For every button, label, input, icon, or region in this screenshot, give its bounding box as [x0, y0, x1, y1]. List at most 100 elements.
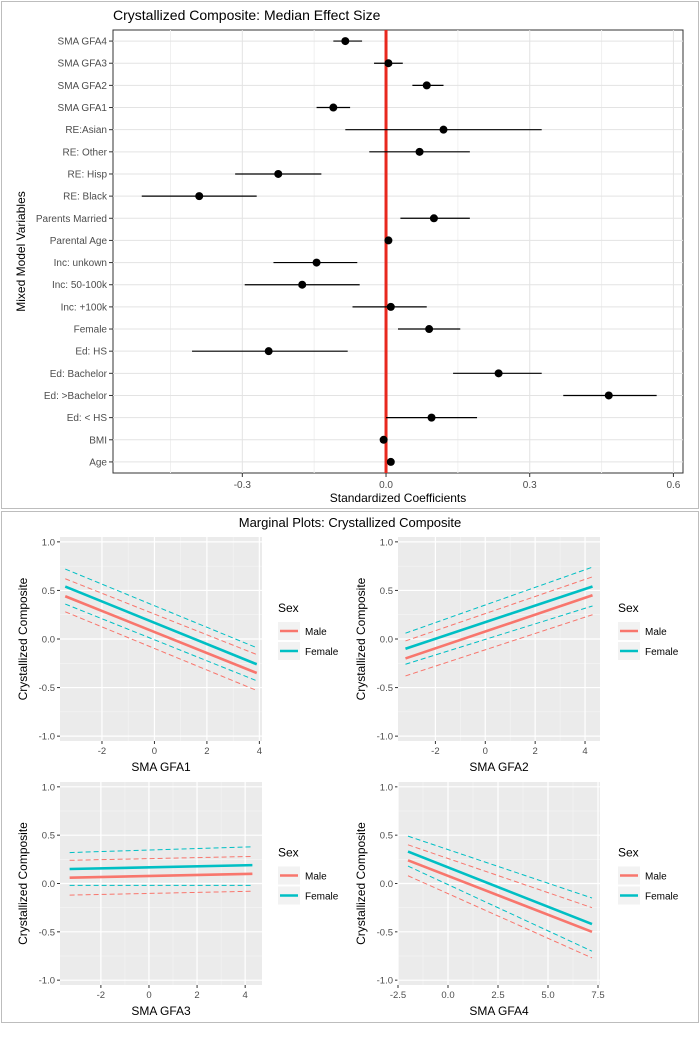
legend-title: Sex: [278, 846, 299, 860]
forest-panel-background: [112, 29, 684, 474]
forest-x-tick-label: 0.0: [379, 480, 393, 491]
forest-y-tick-label: SMA GFA3: [58, 59, 108, 70]
forest-point-estimate: [422, 81, 431, 90]
forest-y-tick-label: RE: Other: [63, 147, 108, 158]
marginal-ci-lower-line: [65, 603, 257, 682]
forest-point-estimate: [312, 258, 321, 267]
marginal-ci-upper-line: [405, 566, 593, 634]
marginal-y-axis-title: Crystallized Composite: [354, 822, 368, 945]
marginal-legend: Sex Male Female: [278, 846, 339, 905]
forest-point-estimate: [195, 192, 204, 201]
legend-title: Sex: [278, 601, 299, 615]
marginal-x-tick-label: 2: [533, 746, 538, 757]
marginal-y-tick-label: 0.0: [42, 635, 55, 646]
forest-y-tick-label: Ed: Bachelor: [50, 369, 108, 380]
forest-point-estimate: [329, 103, 338, 112]
forest-x-tick-label: 0.3: [523, 480, 537, 491]
forest-y-tick-label: Parental Age: [50, 236, 108, 247]
forest-point-estimate: [604, 391, 613, 400]
forest-y-axis-title: Mixed Model Variables: [14, 191, 28, 312]
marginal-ci-upper-line: [407, 835, 593, 899]
marginal-x-tick-label: 0: [146, 990, 151, 1001]
legend-label: Male: [305, 872, 327, 883]
marginal-y-tick-label: 1.0: [42, 782, 55, 793]
forest-point-estimate: [274, 169, 283, 178]
forest-y-tick-label: SMA GFA1: [58, 103, 108, 114]
marginal-ci-lower-line: [405, 614, 593, 677]
marginal-ci-upper-line: [65, 568, 257, 649]
marginal-x-tick-label: 4: [243, 990, 248, 1001]
marginal-x-tick-label: 0.0: [441, 990, 454, 1001]
legend-label: Male: [645, 627, 667, 638]
forest-y-tick-label: Inc: 50-100k: [52, 280, 108, 291]
marginal-plots-frame: [1, 511, 699, 1023]
marginal-legend: Sex Male Female: [618, 846, 679, 905]
forest-y-tick-label: Ed: HS: [75, 347, 107, 358]
forest-point-estimate: [494, 369, 503, 378]
marginal-panel-1: -1.0 -0.5 0.0 0.5 1.0 -2 0 2 4 SMA GFA1 Crystalliz…: [16, 537, 339, 774]
marginal-y-tick-label: -1.0: [377, 732, 393, 743]
marginal-x-axis-title: SMA GFA2: [469, 760, 529, 774]
forest-point-estimate: [439, 125, 448, 134]
marginal-y-tick-label: -0.5: [39, 683, 55, 694]
marginal-ci-upper-line: [65, 578, 257, 656]
marginal-x-tick-label: 2.5: [491, 990, 504, 1001]
marginal-y-tick-label: -1.0: [39, 732, 55, 743]
marginal-fit-line-female: [64, 585, 258, 666]
forest-y-tick-label: RE: Black: [63, 192, 108, 203]
marginal-y-axis-title: Crystallized Composite: [16, 577, 30, 700]
legend-label: Male: [645, 872, 667, 883]
marginal-ci-lower-line: [407, 865, 593, 952]
forest-point-estimate: [425, 325, 434, 334]
marginal-fit-line-male: [405, 594, 593, 660]
forest-plot-frame: [1, 1, 699, 509]
forest-plot: -0.3 0.0 0.3 0.6 SMA GFA4 SMA GFA3 SMA GFA2 SMA…: [14, 7, 684, 505]
forest-x-axis-title: Standardized Coefficients: [330, 491, 467, 505]
marginal-x-tick-label: 7.5: [591, 990, 604, 1001]
forest-point-estimate: [384, 236, 393, 245]
marginal-ci-upper-line: [407, 844, 593, 909]
marginal-y-tick-label: 0.0: [380, 879, 393, 890]
legend-label: Female: [305, 892, 339, 903]
marginal-x-axis-title: SMA GFA4: [469, 1004, 529, 1018]
marginal-x-tick-label: 2: [204, 746, 209, 757]
marginal-y-tick-label: 0.5: [380, 831, 393, 842]
marginal-ci-lower-line: [407, 875, 593, 959]
forest-y-tick-label: SMA GFA4: [58, 37, 108, 48]
marginal-y-tick-label: -1.0: [377, 976, 393, 987]
forest-point-estimate: [386, 302, 395, 311]
forest-y-tick-label: Parents Married: [36, 214, 107, 225]
marginal-fit-line-male: [407, 859, 593, 934]
marginal-y-tick-label: 0.5: [380, 586, 393, 597]
marginal-legend: Sex Male Female: [618, 601, 679, 660]
forest-point-estimate: [341, 37, 350, 46]
marginal-y-tick-label: 1.0: [380, 537, 393, 548]
forest-y-tick-label: RE:Asian: [65, 125, 107, 136]
forest-title: Crystallized Composite: Median Effect Si…: [113, 7, 381, 23]
marginal-ci-upper-line: [405, 576, 593, 642]
marginal-y-tick-label: 1.0: [42, 537, 55, 548]
marginal-y-tick-label: -0.5: [377, 927, 393, 938]
marginal-y-tick-label: 0.5: [42, 586, 55, 597]
forest-point-estimate: [427, 413, 436, 422]
marginal-ci-lower-line: [65, 611, 257, 691]
marginal-panel-2: -1.0 -0.5 0.0 0.5 1.0 -2 0 2 4 SMA GFA2 Crystalliz…: [354, 537, 679, 774]
marginal-y-tick-label: 0.5: [42, 831, 55, 842]
marginal-x-tick-label: 4: [582, 746, 587, 757]
forest-point-estimate: [264, 347, 273, 356]
forest-y-tick-label: Inc: +100k: [61, 302, 108, 313]
marginal-fit-line-male: [69, 872, 253, 879]
marginal-y-tick-label: -0.5: [377, 683, 393, 694]
marginal-panel-3: -1.0 -0.5 0.0 0.5 1.0 -2 0 2 4 SMA GFA3 Crystalliz…: [16, 782, 339, 1018]
forest-y-tick-label: Inc: unkown: [54, 258, 107, 269]
marginal-title: Marginal Plots: Crystallized Composite: [239, 515, 462, 530]
marginal-y-tick-label: 0.0: [42, 879, 55, 890]
marginal-x-tick-label: -2: [431, 746, 439, 757]
forest-y-tick-label: Ed: < HS: [67, 413, 108, 424]
marginal-y-tick-label: -1.0: [39, 976, 55, 987]
marginal-x-axis-title: SMA GFA1: [131, 760, 191, 774]
marginal-x-tick-label: 5.0: [541, 990, 554, 1001]
forest-y-tick-label: RE: Hisp: [68, 169, 108, 180]
marginal-y-tick-label: 0.0: [380, 635, 393, 646]
